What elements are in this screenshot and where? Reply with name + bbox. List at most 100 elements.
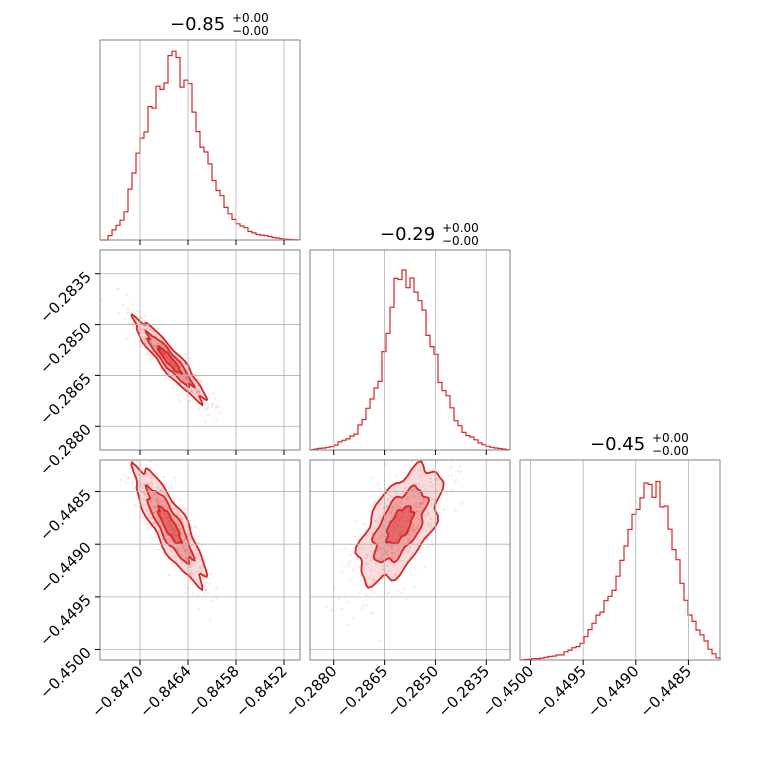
sample-point xyxy=(156,342,159,345)
y-tick-label: −0.2880 xyxy=(36,420,95,479)
sample-point xyxy=(147,482,150,486)
sample-point xyxy=(403,486,407,489)
sample-point xyxy=(137,327,140,330)
sample-point xyxy=(374,520,377,524)
sample-point xyxy=(402,513,406,516)
sample-point xyxy=(394,528,397,531)
sample-point xyxy=(189,552,192,555)
sample-point xyxy=(366,562,370,566)
sample-point xyxy=(423,566,426,569)
sample-point xyxy=(157,520,160,523)
sample-point xyxy=(146,342,149,346)
sample-point xyxy=(398,560,401,563)
sample-point xyxy=(134,504,137,507)
sample-point xyxy=(209,582,212,586)
sample-point xyxy=(450,474,454,477)
sample-point xyxy=(183,549,186,552)
sample-point xyxy=(392,525,396,529)
sample-point xyxy=(128,322,131,325)
sample-point xyxy=(140,316,143,320)
sample-point xyxy=(183,377,187,380)
sample-point xyxy=(183,379,186,382)
sample-point xyxy=(373,500,377,503)
sample-point xyxy=(182,520,185,523)
sample-point xyxy=(141,516,145,519)
hist-panel-3 xyxy=(519,480,721,661)
sample-point xyxy=(414,585,417,588)
sample-point xyxy=(194,392,197,395)
sample-point xyxy=(141,329,144,332)
sample-point xyxy=(395,474,398,477)
sample-point xyxy=(193,525,196,528)
sample-point xyxy=(391,525,394,528)
sample-point xyxy=(175,366,178,369)
sample-point xyxy=(172,534,175,537)
sample-point xyxy=(150,500,153,503)
sample-point xyxy=(354,535,357,538)
sample-point xyxy=(161,517,164,520)
sample-point xyxy=(153,345,156,349)
sample-point xyxy=(145,525,149,528)
sample-point xyxy=(191,390,194,393)
sample-point xyxy=(399,519,402,522)
sample-point xyxy=(382,507,385,510)
sample-point xyxy=(447,474,450,478)
sample-point xyxy=(139,497,143,501)
sample-point xyxy=(198,373,201,376)
sample-point xyxy=(395,525,399,528)
sample-point xyxy=(421,484,425,487)
sample-point xyxy=(379,515,382,519)
sample-point xyxy=(396,525,399,528)
sample-point xyxy=(377,547,380,550)
sample-point xyxy=(205,588,208,591)
sample-point xyxy=(394,503,398,506)
sample-point xyxy=(419,494,422,498)
sample-point xyxy=(416,538,420,541)
sample-point xyxy=(406,519,410,522)
sample-point xyxy=(156,516,159,520)
sample-point xyxy=(170,523,173,526)
sample-point xyxy=(420,502,423,505)
sample-point xyxy=(184,394,188,397)
sample-point xyxy=(397,553,400,556)
y-tick-label: −0.2850 xyxy=(36,319,95,378)
sample-point xyxy=(173,476,176,479)
sample-point xyxy=(379,639,382,642)
sample-point xyxy=(169,360,172,363)
sample-point xyxy=(148,466,152,469)
sample-point xyxy=(174,534,178,537)
sample-point xyxy=(390,546,394,549)
title-1: −0.85 xyxy=(170,14,225,35)
sample-point xyxy=(168,371,171,374)
sample-point xyxy=(169,546,172,550)
y-tick-label: −0.4500 xyxy=(36,644,95,703)
sample-point xyxy=(340,607,343,611)
sample-point xyxy=(159,488,163,492)
sample-point xyxy=(390,495,393,499)
sample-point xyxy=(164,547,167,550)
sample-point xyxy=(387,569,391,573)
sample-point xyxy=(400,592,403,595)
sample-point xyxy=(178,528,182,531)
sample-point xyxy=(407,519,410,522)
sample-point xyxy=(432,498,435,502)
sample-point xyxy=(406,551,410,554)
sample-point xyxy=(378,502,382,506)
sample-point xyxy=(391,509,394,512)
sample-point xyxy=(435,529,439,532)
sample-point xyxy=(440,482,443,486)
sample-point xyxy=(146,352,149,355)
sample-point xyxy=(189,389,193,393)
sample-point xyxy=(168,519,171,522)
sample-point xyxy=(416,505,420,509)
sample-point xyxy=(371,532,374,535)
sample-point xyxy=(358,591,361,594)
sample-point xyxy=(144,337,147,341)
sample-point xyxy=(397,500,401,504)
sample-point xyxy=(155,344,158,347)
sample-point xyxy=(183,538,186,541)
sample-point xyxy=(456,469,460,473)
sample-point xyxy=(198,393,201,396)
sample-point xyxy=(372,578,375,581)
sample-point xyxy=(397,504,401,508)
